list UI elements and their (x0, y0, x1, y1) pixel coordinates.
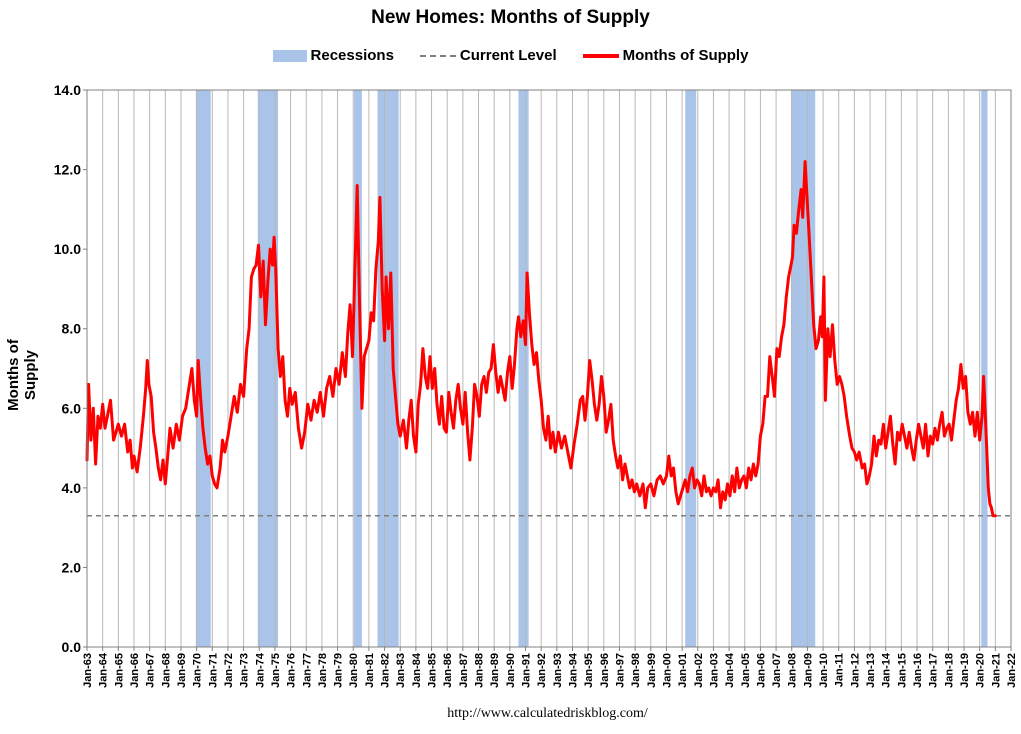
recession-band (257, 90, 279, 647)
x-tick-label: Jan-93 (552, 653, 564, 688)
months-of-supply-line (85, 160, 997, 518)
x-tick-label: Jan-66 (129, 653, 141, 688)
x-tick-label: Jan-88 (474, 653, 486, 688)
x-tick-label: Jan-10 (818, 653, 830, 688)
x-tick-label: Jan-78 (317, 653, 329, 688)
x-tick-label: Jan-21 (990, 653, 1002, 688)
legend-label-recessions: Recessions (310, 47, 394, 64)
x-tick-label: Jan-68 (160, 653, 172, 688)
x-tick-label: Jan-99 (646, 653, 658, 688)
plot-border (86, 89, 1012, 648)
x-tick-label: Jan-08 (787, 653, 799, 688)
x-tick-label: Jan-86 (442, 653, 454, 688)
legend-label-months-of-supply: Months of Supply (622, 47, 749, 64)
x-tick-label: Jan-07 (771, 653, 783, 688)
y-tick-label: 0.0 (62, 639, 82, 655)
y-tick-label: 4.0 (62, 480, 82, 496)
x-tick-label: Jan-13 (865, 653, 877, 688)
y-axis-label: Months of Supply (5, 339, 39, 411)
current-level-swatch (419, 54, 456, 57)
x-tick-label: Jan-06 (755, 653, 767, 688)
x-tick-label: Jan-64 (98, 652, 110, 688)
x-tick-label: Jan-02 (693, 653, 705, 688)
x-tick-label: Jan-14 (881, 652, 893, 688)
legend-item-current-level: Current Level (419, 47, 557, 64)
x-tick-label: Jan-15 (896, 653, 908, 688)
x-tick-label: Jan-94 (567, 652, 579, 688)
recession-band (354, 90, 362, 647)
legend: Recessions Current Level Months of Suppl… (0, 47, 1021, 64)
x-tick-label: Jan-19 (959, 653, 971, 688)
recession-band (981, 90, 988, 647)
x-tick-label: Jan-79 (333, 653, 345, 688)
y-tick-label: 14.0 (54, 82, 81, 98)
x-tick-label: Jan-03 (708, 653, 720, 688)
x-tick-label: Jan-71 (207, 653, 219, 688)
recession-band (377, 90, 399, 647)
x-tick-label: Jan-04 (724, 652, 736, 688)
x-tick-label: Jan-63 (82, 653, 94, 688)
y-tick-label: 6.0 (62, 400, 82, 416)
x-tick-label: Jan-95 (583, 653, 595, 688)
x-tick-label: Jan-91 (521, 653, 533, 688)
x-tick-label: Jan-96 (599, 653, 611, 688)
x-tick-label: Jan-70 (192, 653, 204, 688)
recession-band (195, 90, 211, 647)
legend-label-current-level: Current Level (459, 47, 557, 64)
x-tick-label: Jan-87 (458, 653, 470, 688)
chart-title: New Homes: Months of Supply (371, 7, 650, 28)
x-tick-label: Jan-01 (677, 653, 689, 688)
x-tick-label: Jan-12 (849, 653, 861, 688)
x-tick-label: Jan-90 (505, 653, 517, 688)
recession-band (685, 90, 697, 647)
source-note: http://www.calculatedriskblog.com/ (447, 706, 648, 721)
recession-band (518, 90, 529, 647)
x-tick-label: Jan-00 (661, 653, 673, 688)
x-tick-label: Jan-92 (536, 653, 548, 688)
x-tick-label: Jan-74 (254, 652, 266, 688)
x-tick-label: Jan-77 (301, 653, 313, 688)
x-tick-label: Jan-73 (239, 653, 251, 688)
x-tick-label: Jan-97 (614, 653, 626, 688)
x-tick-label: Jan-67 (145, 653, 157, 688)
x-tick-label: Jan-89 (489, 653, 501, 688)
recessions-swatch (272, 49, 307, 62)
legend-item-months-of-supply: Months of Supply (582, 47, 749, 64)
x-tick-label: Jan-83 (395, 653, 407, 688)
plot-background (87, 90, 1011, 647)
x-tick-label: Jan-09 (802, 653, 814, 688)
x-tick-label: Jan-98 (630, 653, 642, 688)
x-tick-label: Jan-84 (411, 652, 423, 688)
x-tick-label: Jan-75 (270, 653, 282, 688)
x-tick-label: Jan-11 (834, 653, 846, 687)
x-tick-label: Jan-72 (223, 653, 235, 688)
x-tick-label: Jan-82 (380, 653, 392, 688)
x-tick-label: Jan-76 (286, 653, 298, 688)
x-tick-label: Jan-65 (113, 653, 125, 688)
x-tick-label: Jan-05 (740, 653, 752, 688)
x-tick-label: Jan-22 (1006, 653, 1018, 688)
x-tick-label: Jan-17 (928, 653, 940, 688)
legend-item-recessions: Recessions (272, 47, 394, 64)
y-tick-label: 8.0 (62, 321, 82, 337)
x-tick-label: Jan-80 (348, 653, 360, 688)
x-tick-label: Jan-69 (176, 653, 188, 688)
months-of-supply-swatch (582, 53, 619, 58)
y-tick-label: 2.0 (62, 559, 82, 575)
x-tick-label: Jan-18 (943, 653, 955, 688)
x-tick-label: Jan-85 (427, 653, 439, 688)
y-tick-label: 12.0 (54, 162, 81, 178)
x-tick-label: Jan-81 (364, 653, 376, 688)
x-tick-label: Jan-16 (912, 653, 924, 688)
x-tick-label: Jan-20 (975, 653, 987, 688)
y-tick-label: 10.0 (54, 241, 81, 257)
